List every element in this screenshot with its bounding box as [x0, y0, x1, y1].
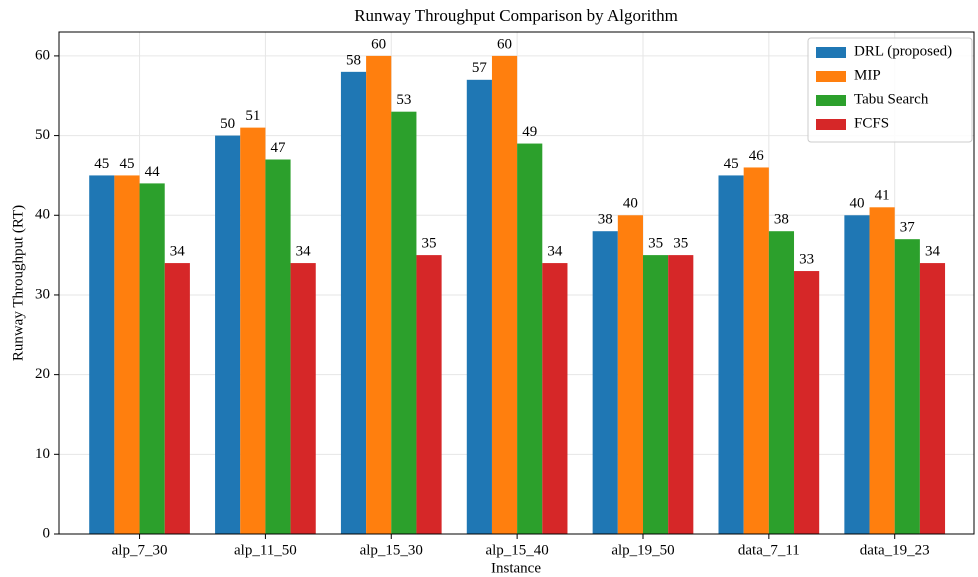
y-tick-label: 50: [35, 127, 50, 143]
bar: [466, 79, 492, 535]
y-tick-label: 40: [35, 207, 50, 223]
x-tick-label: alp_15_40: [485, 542, 548, 558]
y-tick-label: 0: [43, 525, 51, 541]
value-label: 45: [119, 156, 134, 172]
value-label: 35: [422, 236, 437, 252]
value-label: 34: [547, 244, 563, 260]
y-tick-label: 30: [35, 286, 50, 302]
bar: [215, 135, 241, 535]
chart-title: Runway Throughput Comparison by Algorith…: [354, 6, 678, 25]
y-tick-label: 60: [35, 47, 50, 63]
bar: [89, 175, 115, 534]
legend-label: Tabu Search: [854, 91, 929, 107]
bar: [919, 263, 946, 534]
x-tick-label: data_19_23: [860, 542, 930, 558]
bar: [668, 255, 694, 534]
value-label: 45: [724, 156, 739, 172]
bar: [366, 55, 392, 535]
bar: [768, 231, 795, 534]
value-label: 37: [900, 220, 916, 236]
value-label: 34: [170, 244, 186, 260]
value-label: 50: [220, 116, 235, 132]
plot-frame: [58, 31, 975, 535]
bar: [844, 215, 870, 534]
bar: [542, 263, 568, 534]
legend-swatch: [816, 47, 846, 58]
x-tick-label: data_7_11: [738, 542, 800, 558]
value-label: 53: [396, 92, 411, 108]
value-label: 47: [270, 140, 286, 156]
value-label: 45: [94, 156, 109, 172]
value-label: 38: [774, 212, 789, 228]
value-label: 49: [522, 124, 537, 140]
bar: [869, 207, 895, 535]
value-label: 40: [849, 196, 864, 212]
y-axis-label: Runway Throughput (RT): [10, 205, 26, 361]
y-tick-label: 10: [35, 446, 50, 462]
bar: [416, 255, 442, 534]
value-label: 46: [749, 148, 765, 164]
x-tick-label: alp_11_50: [234, 542, 297, 558]
bar: [139, 183, 165, 534]
value-label: 60: [497, 36, 512, 52]
x-tick-label: alp_15_30: [360, 542, 423, 558]
value-label: 60: [371, 36, 386, 52]
bar: [743, 167, 769, 534]
bar: [240, 127, 266, 534]
legend-swatch: [816, 95, 846, 106]
legend-swatch: [816, 71, 846, 82]
value-label: 33: [799, 251, 814, 267]
bar: [391, 111, 417, 534]
bar: [265, 159, 291, 534]
x-tick-label: alp_19_50: [611, 542, 674, 558]
value-label: 44: [145, 164, 161, 180]
value-label: 38: [598, 212, 613, 228]
legend-label: MIP: [854, 67, 881, 83]
value-label: 41: [875, 188, 890, 204]
bar: [290, 263, 316, 534]
value-label: 51: [245, 108, 260, 124]
legend-swatch: [816, 119, 846, 130]
bar: [114, 175, 140, 534]
x-axis-label: Instance: [491, 560, 541, 576]
bar: [517, 143, 543, 535]
value-label: 34: [296, 244, 312, 260]
legend-box: [807, 37, 973, 143]
bar: [592, 231, 618, 534]
value-label: 35: [648, 236, 663, 252]
bar: [164, 263, 190, 534]
y-tick-label: 20: [35, 366, 50, 382]
legend-label: FCFS: [854, 115, 889, 131]
value-label: 34: [925, 244, 941, 260]
bar: [894, 239, 920, 534]
value-label: 40: [623, 196, 638, 212]
value-label: 58: [346, 52, 361, 68]
x-tick-label: alp_7_30: [112, 542, 168, 558]
bar: [491, 55, 518, 535]
value-label: 35: [673, 236, 688, 252]
legend-label: DRL (proposed): [854, 43, 952, 59]
legend: DRL (proposed) MIP Tabu Search FCFS: [807, 37, 973, 143]
bar: [340, 71, 367, 534]
bar: [642, 255, 669, 534]
bar: [718, 175, 744, 534]
bar: [617, 215, 643, 534]
bar: [794, 271, 820, 534]
value-label: 57: [472, 60, 488, 76]
